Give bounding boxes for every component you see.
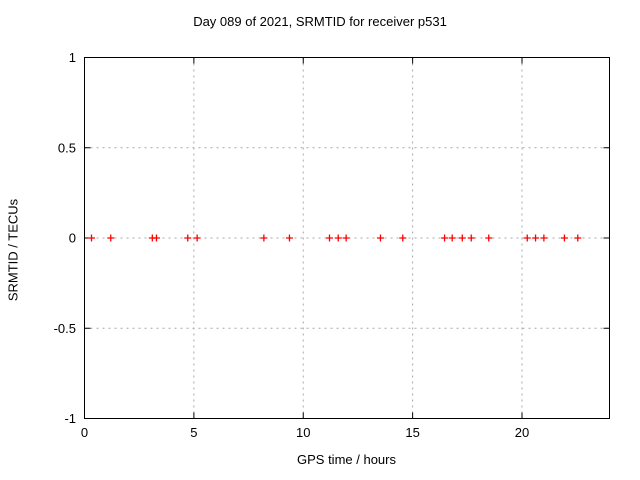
data-point-marker [560,234,568,242]
data-point-marker [326,234,333,242]
x-tick-label: 10 [296,425,310,440]
data-point-marker [441,234,449,242]
data-point-marker [448,234,456,242]
data-point-marker [342,234,350,242]
data-point-marker [184,234,192,242]
x-axis-title: GPS time / hours [297,452,396,467]
y-tick-label: -0.5 [54,321,76,336]
x-tick-label: 20 [515,425,529,440]
data-point-marker [285,234,293,242]
data-point-marker [467,234,475,242]
data-point-marker [193,234,201,242]
x-tick-label: 5 [190,425,197,440]
x-tick-label: 15 [405,425,419,440]
data-point-marker [152,234,160,242]
data-point-marker [540,234,548,242]
y-tick-label: -1 [64,411,76,426]
data-point-marker [574,234,582,242]
x-tick-label: 0 [81,425,88,440]
data-point-marker [260,234,268,242]
data-point-marker [334,234,342,242]
data-point-marker [88,234,95,242]
y-tick-label: 0.5 [58,140,76,155]
y-tick-label: 1 [69,50,76,65]
data-point-marker [376,234,384,242]
data-point-marker [523,234,531,242]
data-point-marker [399,234,407,242]
data-point-marker [107,234,115,242]
data-point-marker [458,234,466,242]
y-tick-label: 0 [69,231,76,246]
chart-title: Day 089 of 2021, SRMTID for receiver p53… [193,14,447,29]
data-point-marker [485,234,493,242]
data-point-marker [532,234,540,242]
